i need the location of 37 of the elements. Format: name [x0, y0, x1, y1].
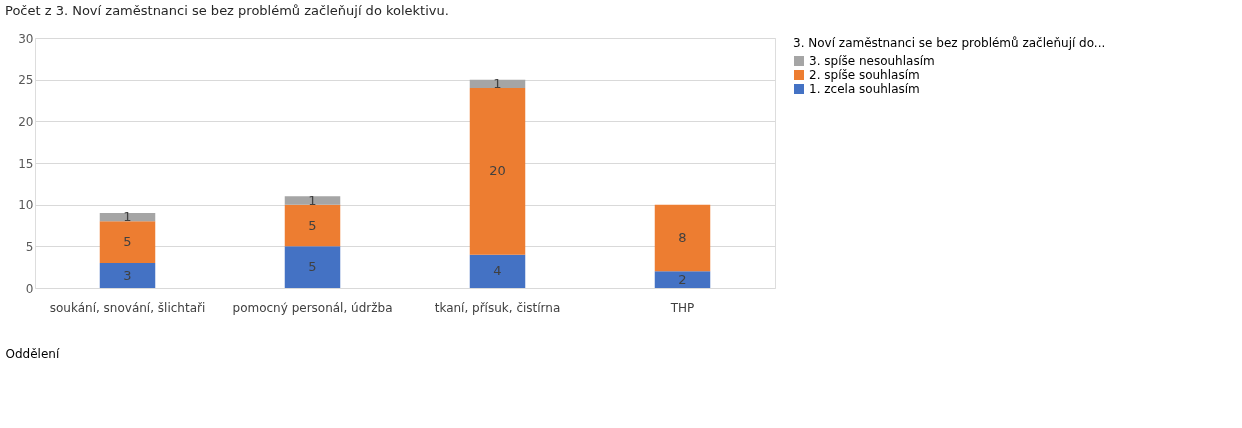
data-label: 1: [123, 209, 132, 225]
y-tick-label: 30: [18, 31, 34, 46]
chart-title: Počet z 3. Noví zaměstnanci se bez problémů začleňují do kolektivu.: [5, 3, 449, 18]
legend-title: 3. Noví zaměstnanci se bez problémů začleňují do...: [793, 36, 1106, 50]
bar: [654, 204, 711, 272]
data-label: 3: [123, 267, 132, 283]
bar: [284, 196, 341, 205]
bar: [654, 271, 711, 288]
y-tick-label: 15: [18, 156, 34, 171]
y-tick-label: 5: [25, 239, 34, 254]
legend-label: 2. spíše souhlasím: [809, 68, 920, 82]
y-tick-label: 0: [25, 281, 34, 296]
data-label: 4: [493, 263, 502, 279]
y-tick-label: 25: [18, 73, 34, 88]
y-tick-label: 20: [18, 114, 34, 129]
data-label: 20: [489, 163, 506, 179]
bar: [469, 88, 526, 255]
data-label: 2: [678, 271, 687, 287]
x-tick-label: soukání, snování, šlichtaři: [49, 300, 206, 315]
y-tick-label: 10: [18, 198, 34, 213]
data-label: 8: [678, 230, 687, 245]
data-label: 1: [493, 75, 502, 91]
data-label: 1: [308, 192, 317, 208]
data-label: 5: [308, 217, 317, 233]
x-axis-title: Oddělení: [5, 346, 60, 361]
bar: [469, 254, 526, 288]
bar: [284, 246, 341, 288]
legend-label: 3. spíše nesouhlasím: [809, 54, 935, 68]
bar: [99, 263, 156, 288]
legend-label: 1. zcela souhlasím: [809, 82, 920, 96]
x-tick-label: THP: [669, 300, 695, 315]
x-tick-label: pomocný personál, údržba: [232, 300, 393, 315]
bar: [284, 204, 341, 247]
x-tick-label: tkaní, přísuk, čistírna: [434, 300, 561, 315]
data-label: 5: [308, 259, 317, 275]
bar: [99, 221, 156, 263]
data-label: 5: [123, 234, 132, 250]
